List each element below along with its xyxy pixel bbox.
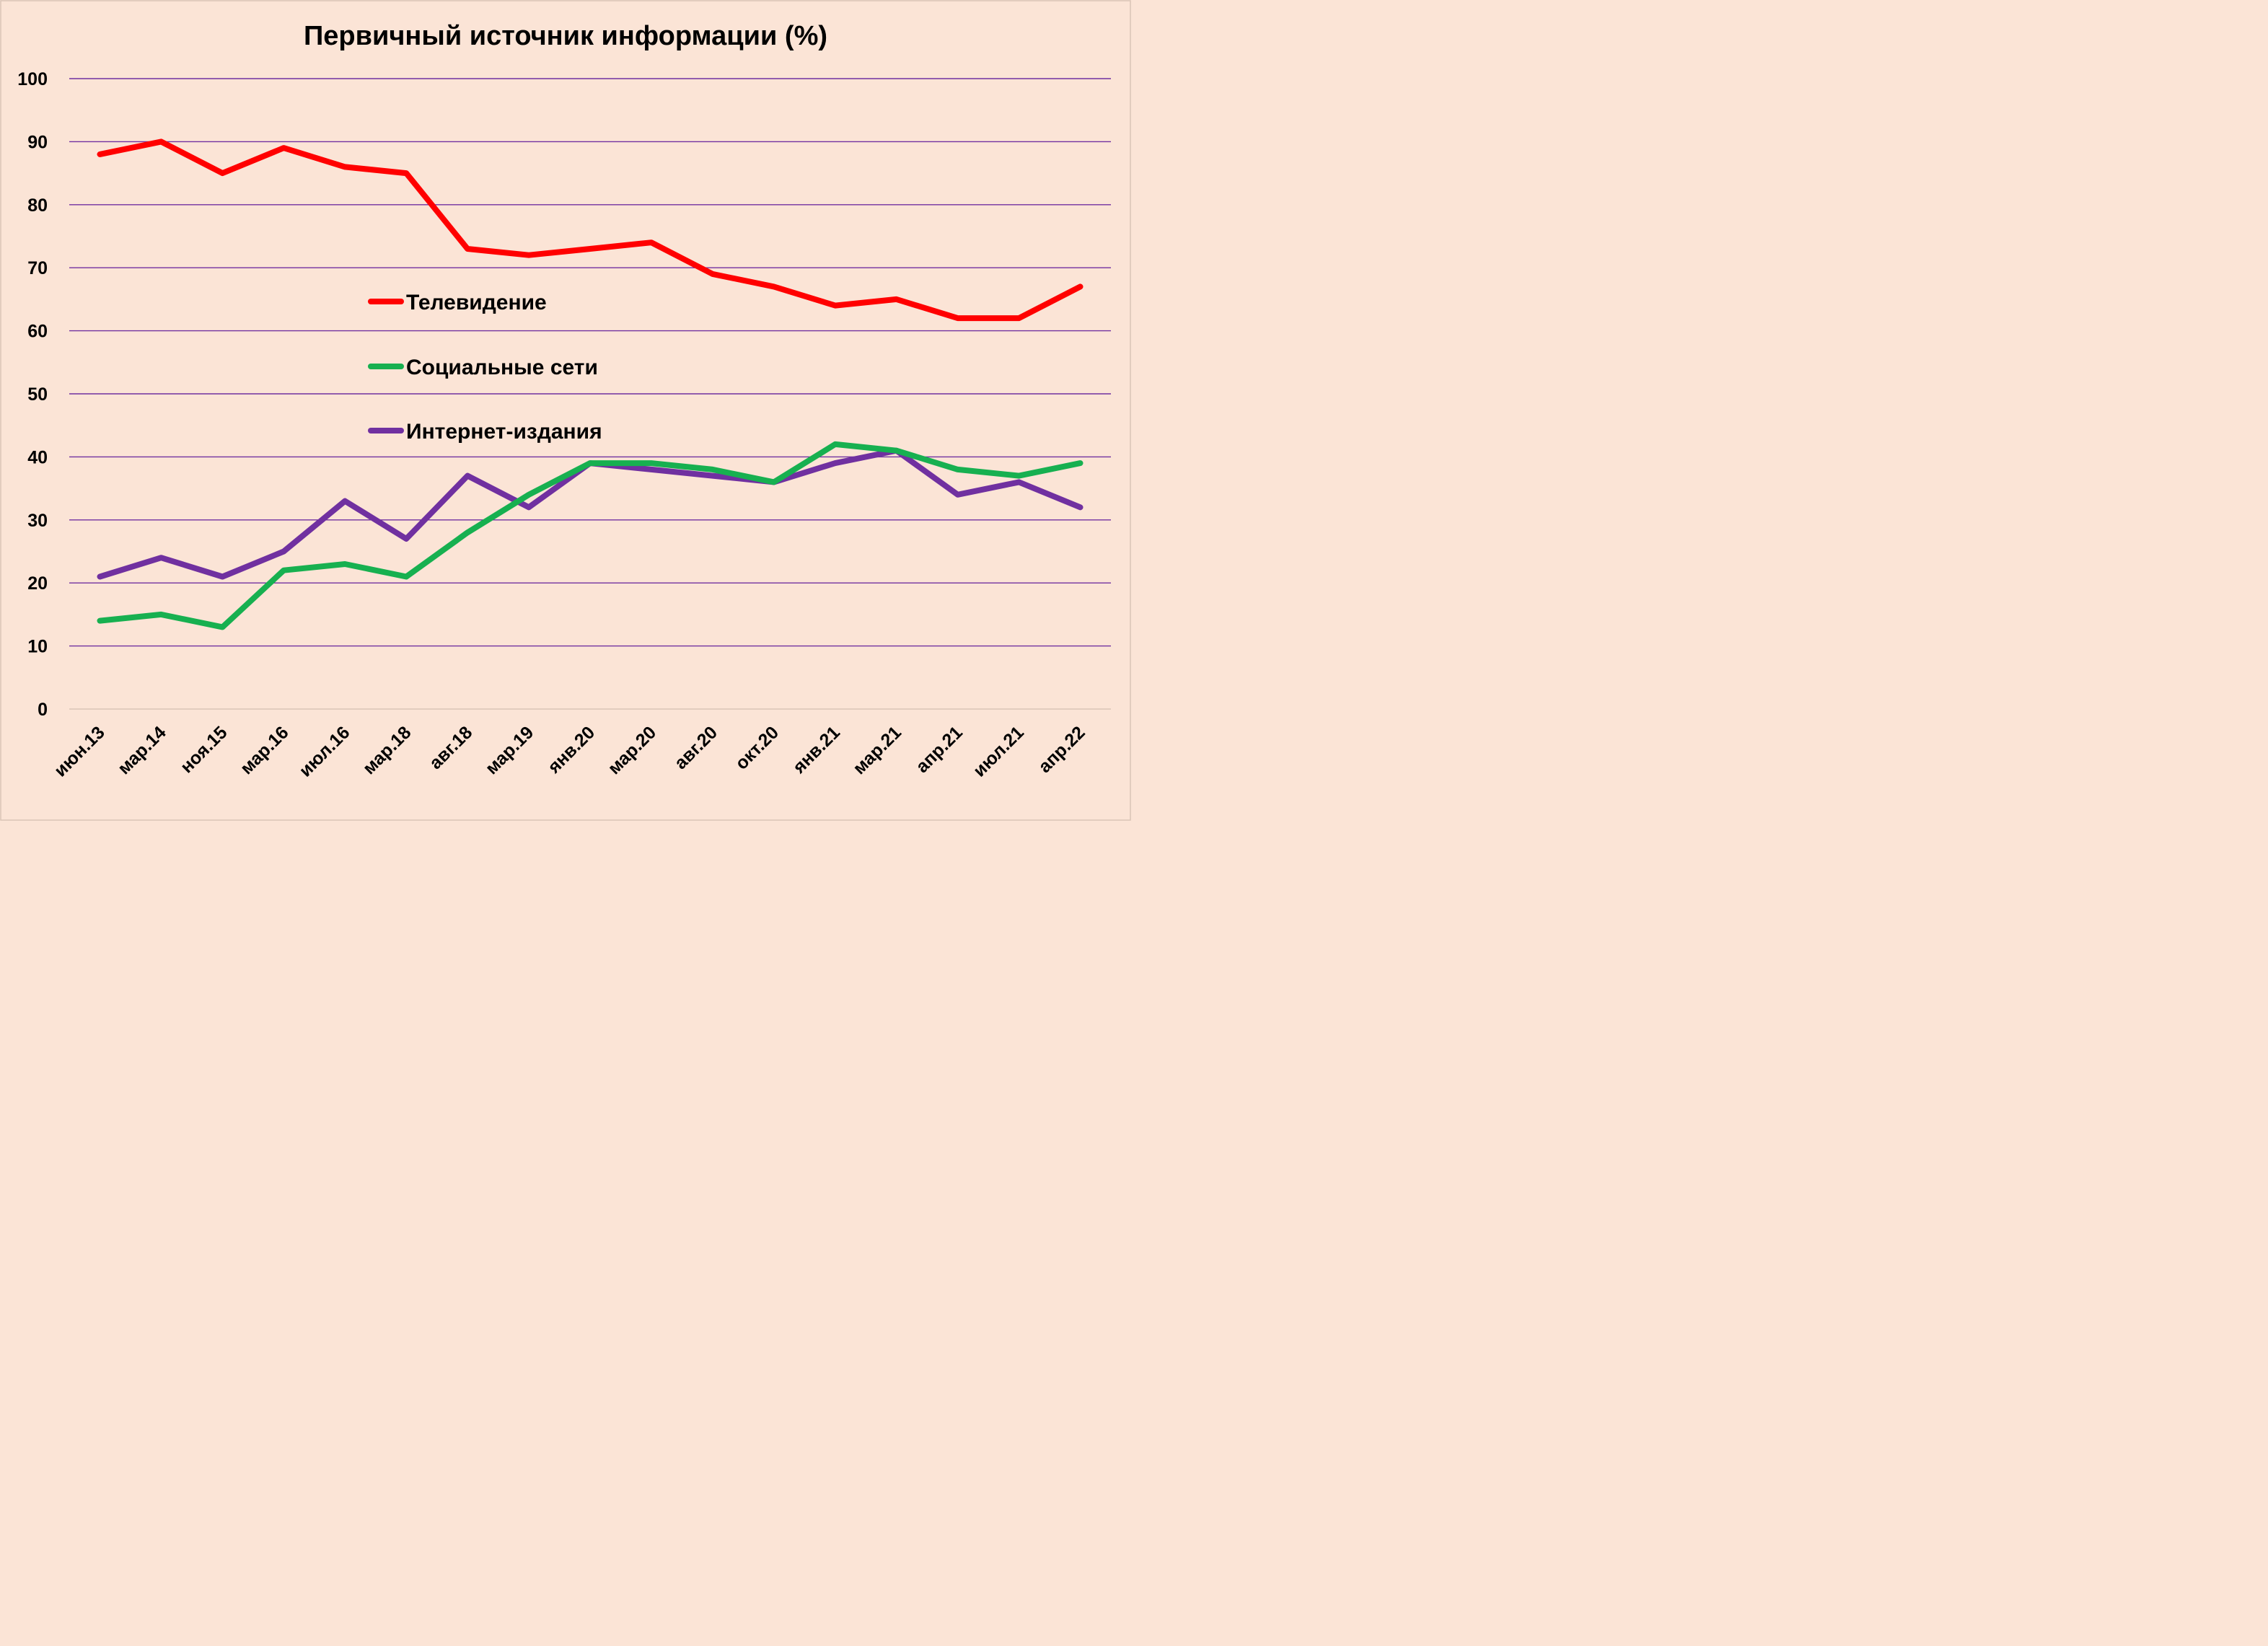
chart-title: Первичный источник информации (%) bbox=[304, 21, 827, 51]
y-tick-label: 20 bbox=[27, 573, 48, 594]
y-tick-label: 30 bbox=[27, 511, 48, 531]
y-tick-label: 60 bbox=[27, 322, 48, 342]
y-tick-label: 50 bbox=[27, 384, 48, 405]
y-tick-label: 100 bbox=[17, 69, 48, 89]
legend: Телевидение Социальные сети Интернет-издан… bbox=[368, 291, 602, 444]
y-tick-label: 10 bbox=[27, 637, 48, 657]
y-tick-label: 70 bbox=[27, 258, 48, 278]
chart-container: Первичный источник информации (%) 0 10 20 3… bbox=[0, 0, 1131, 821]
gridlines bbox=[69, 78, 1111, 710]
y-tick-label: 90 bbox=[27, 132, 48, 152]
y-tick-label: 40 bbox=[27, 447, 48, 467]
legend-label: Телевидение bbox=[406, 291, 547, 314]
line-chart: Первичный источник информации (%) 0 10 20 3… bbox=[0, 0, 1131, 821]
series-line bbox=[97, 441, 1084, 630]
y-tick-label: 0 bbox=[38, 700, 48, 720]
y-tick-label: 80 bbox=[27, 195, 48, 216]
series-lines bbox=[97, 138, 1084, 630]
legend-label: Социальные сети bbox=[406, 356, 598, 379]
y-axis-ticks: 0 10 20 30 40 50 60 70 80 90 100 bbox=[17, 69, 48, 720]
chart-frame bbox=[0, 0, 1131, 821]
legend-label: Интернет-издания bbox=[406, 420, 602, 444]
series-line bbox=[97, 138, 1084, 322]
